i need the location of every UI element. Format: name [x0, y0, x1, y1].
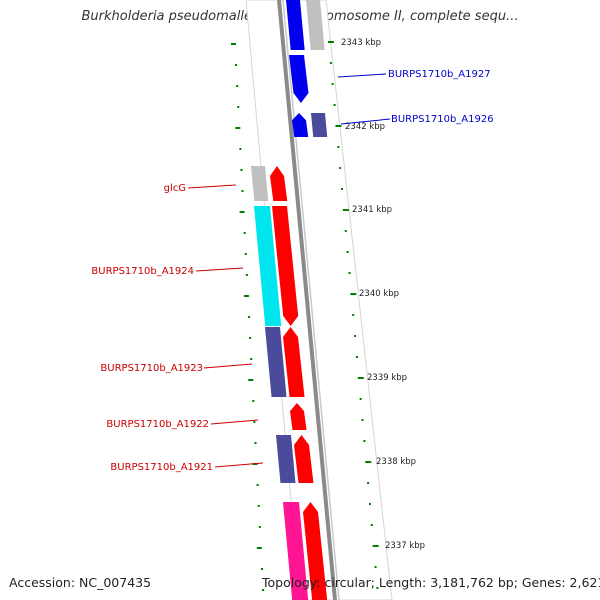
feature-reverse-block-top — [286, 0, 305, 50]
leader-line-a1921 — [214, 462, 264, 468]
feature-a1926-block — [311, 113, 328, 137]
kbp-label-2343: 2343 kbp — [341, 38, 381, 48]
gene-features — [251, 0, 328, 600]
tick-marks — [231, 41, 379, 591]
gene-label-a1926[interactable]: BURPS1710b_A1926 — [391, 114, 494, 125]
feature-a1924-cyan — [254, 206, 282, 326]
backbone-line-inner — [282, 0, 340, 600]
kbp-label-2342: 2342 kbp — [345, 122, 385, 132]
ring-band — [245, 0, 393, 600]
leader-line-a1923 — [203, 363, 253, 369]
gene-label-glcg[interactable]: glcG — [164, 183, 186, 194]
leader-line-a1926 — [340, 118, 391, 125]
feature-a1926-arrow — [292, 113, 309, 137]
feature-a1927 — [289, 55, 309, 103]
kbp-label-2340: 2340 kbp — [359, 289, 399, 299]
feature-glcg — [270, 166, 288, 201]
leader-line-glcg — [187, 184, 237, 189]
feature-a1924 — [272, 206, 299, 326]
feature-glcg-grey — [251, 166, 269, 201]
feature-grey-top — [306, 0, 325, 50]
feature-red-bottom — [303, 502, 328, 600]
feature-a1923-block — [265, 327, 287, 397]
feature-a1923 — [283, 327, 305, 397]
gene-label-a1924[interactable]: BURPS1710b_A1924 — [91, 266, 194, 277]
feature-magenta-bottom — [283, 502, 309, 600]
gene-label-a1923[interactable]: BURPS1710b_A1923 — [100, 363, 203, 374]
kbp-label-2338: 2338 kbp — [376, 457, 416, 467]
feature-a1922 — [290, 403, 307, 430]
leader-line-a1924 — [195, 267, 244, 272]
kbp-label-2339: 2339 kbp — [367, 373, 407, 383]
feature-a1921 — [294, 435, 314, 483]
gene-label-a1922[interactable]: BURPS1710b_A1922 — [106, 419, 209, 430]
accession-text: Accession: NC_007435 — [9, 575, 152, 590]
backbone-line-outer — [277, 0, 337, 600]
leader-line-a1927 — [337, 73, 387, 78]
kbp-label-2337: 2337 kbp — [385, 541, 425, 551]
kbp-label-2341: 2341 kbp — [352, 205, 392, 215]
feature-a1921-block — [276, 435, 296, 483]
gene-label-a1927[interactable]: BURPS1710b_A1927 — [388, 69, 491, 80]
topology-text: Topology: circular; Length: 3,181,762 bp… — [262, 575, 600, 590]
leader-line-a1922 — [210, 419, 259, 425]
gene-label-a1921[interactable]: BURPS1710b_A1921 — [110, 462, 213, 473]
